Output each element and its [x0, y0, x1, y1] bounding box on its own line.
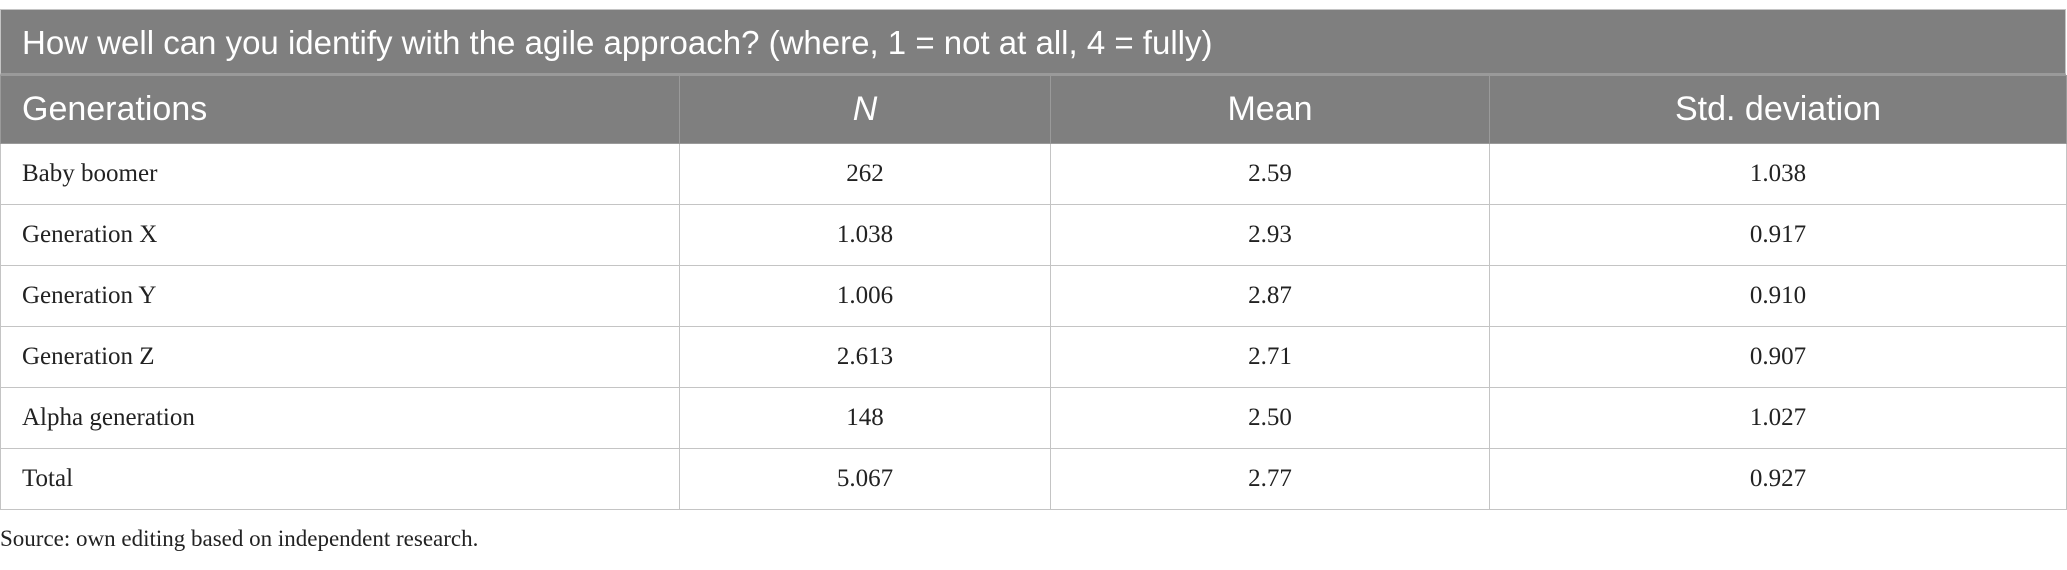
- table-container: How well can you identify with the agile…: [0, 9, 2067, 510]
- row-label: Total: [0, 448, 680, 510]
- table-row: Generation Y 1.006 2.87 0.910: [0, 265, 2067, 327]
- table-cell: 1.006: [679, 265, 1051, 327]
- table-cell: 2.50: [1050, 387, 1490, 449]
- table-title: How well can you identify with the agile…: [0, 9, 2066, 75]
- table-row: Baby boomer 262 2.59 1.038: [0, 143, 2067, 205]
- table-row: Total 5.067 2.77 0.927: [0, 448, 2067, 510]
- table-cell: 0.927: [1489, 448, 2067, 510]
- column-header: N: [679, 75, 1051, 144]
- table-cell: 2.87: [1050, 265, 1490, 327]
- data-table: Generations N Mean Std. deviation Baby boom…: [0, 75, 2067, 510]
- table-cell: 2.77: [1050, 448, 1490, 510]
- table-row: Generation X 1.038 2.93 0.917: [0, 204, 2067, 266]
- row-label: Alpha generation: [0, 387, 680, 449]
- table-cell: 0.910: [1489, 265, 2067, 327]
- row-label: Generation Z: [0, 326, 680, 388]
- table-cell: 2.71: [1050, 326, 1490, 388]
- header-row: Generations N Mean Std. deviation: [0, 75, 2067, 144]
- table-body: Baby boomer 262 2.59 1.038 Generation X 1.038…: [0, 143, 2067, 510]
- table-row: Alpha generation 148 2.50 1.027: [0, 387, 2067, 449]
- table-row: Generation Z 2.613 2.71 0.907: [0, 326, 2067, 388]
- table-cell: 0.907: [1489, 326, 2067, 388]
- table-cell: 2.59: [1050, 143, 1490, 205]
- table-cell: 0.917: [1489, 204, 2067, 266]
- row-label: Generation Y: [0, 265, 680, 327]
- row-label: Generation X: [0, 204, 680, 266]
- column-header: Std. deviation: [1489, 75, 2067, 144]
- table-cell: 262: [679, 143, 1051, 205]
- table-cell: 1.038: [1489, 143, 2067, 205]
- table-cell: 1.027: [1489, 387, 2067, 449]
- table-cell: 2.93: [1050, 204, 1490, 266]
- column-header: Generations: [0, 75, 680, 144]
- table-cell: 2.613: [679, 326, 1051, 388]
- table-cell: 1.038: [679, 204, 1051, 266]
- table-cell: 148: [679, 387, 1051, 449]
- row-label: Baby boomer: [0, 143, 680, 205]
- table-cell: 5.067: [679, 448, 1051, 510]
- column-header: Mean: [1050, 75, 1490, 144]
- source-note: Source: own editing based on independent…: [0, 526, 479, 551]
